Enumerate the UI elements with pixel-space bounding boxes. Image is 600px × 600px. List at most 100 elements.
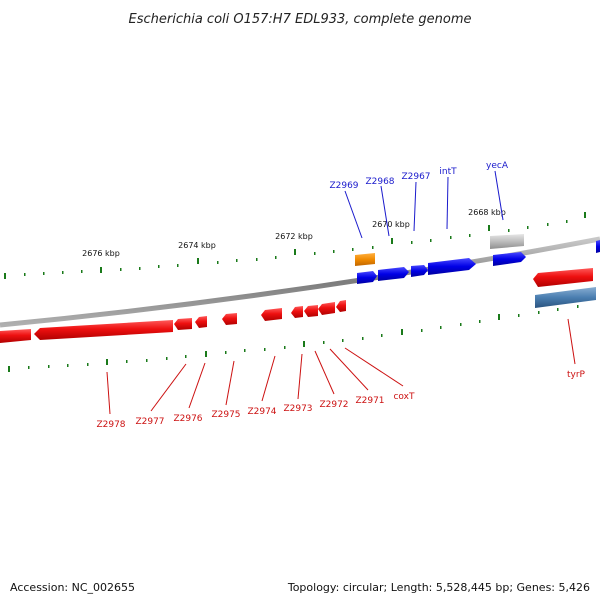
tick xyxy=(62,271,64,274)
tick xyxy=(205,351,207,357)
tick xyxy=(48,365,50,368)
tick xyxy=(100,267,102,273)
scale-label: 2676 kbp xyxy=(82,249,120,258)
tick xyxy=(126,360,128,363)
tick xyxy=(421,329,423,332)
gene-label-z2967: Z2967 xyxy=(401,172,430,182)
tick xyxy=(236,259,238,262)
gene-label-yeca: yecA xyxy=(486,161,509,171)
gene-steel xyxy=(535,287,596,308)
tick xyxy=(4,273,6,279)
tick xyxy=(333,250,335,253)
gene-orange xyxy=(355,253,375,266)
tick xyxy=(87,363,89,366)
tick xyxy=(256,258,258,261)
gene-label-z2968: Z2968 xyxy=(365,177,394,187)
tick xyxy=(479,320,481,323)
map-title: Escherichia coli O157:H7 EDL933, complet… xyxy=(129,12,472,27)
tick xyxy=(498,314,500,320)
gene-label-z2976: Z2976 xyxy=(173,414,202,424)
tick xyxy=(67,364,69,367)
tick xyxy=(584,212,586,218)
tick xyxy=(244,349,246,352)
gene-label-z2971: Z2971 xyxy=(355,396,384,406)
tick xyxy=(488,225,490,231)
scale-label: 2674 kbp xyxy=(178,241,216,250)
gene-z2974 xyxy=(261,308,282,321)
tick xyxy=(120,268,122,271)
tick xyxy=(381,334,383,337)
gene-edge xyxy=(596,240,600,253)
tick xyxy=(323,341,325,344)
gene-z2967 xyxy=(411,265,428,277)
gene-label-z2969: Z2969 xyxy=(329,181,358,191)
scale-label: 2672 kbp xyxy=(275,232,313,241)
gene-z2975 xyxy=(222,313,237,325)
tick xyxy=(352,248,354,251)
reverse-label-leaders xyxy=(106,318,576,415)
forward-gene-track xyxy=(355,234,600,284)
gene-label-z2974: Z2974 xyxy=(247,407,276,417)
scale-label: 2668 kbp xyxy=(468,208,506,217)
tick xyxy=(314,252,316,255)
gene-label-coxt: coxT xyxy=(393,392,415,402)
tick xyxy=(177,264,179,267)
tick xyxy=(225,351,227,354)
tick xyxy=(24,273,26,276)
tick xyxy=(185,355,187,358)
tick xyxy=(577,305,579,308)
tick xyxy=(440,326,442,329)
scale-label: 2670 kbp xyxy=(372,220,410,229)
tick xyxy=(547,223,549,226)
tick xyxy=(372,246,374,249)
gene-z2978 xyxy=(34,320,173,340)
tick xyxy=(538,311,540,314)
gene-z2972 xyxy=(304,305,318,317)
tick xyxy=(303,341,305,347)
tick xyxy=(264,348,266,351)
gene-edge-left xyxy=(0,329,31,343)
tick xyxy=(28,366,30,369)
gene-z2971 xyxy=(318,302,335,315)
gene-label-z2973: Z2973 xyxy=(283,404,312,414)
tick xyxy=(342,339,344,342)
tick xyxy=(197,258,199,264)
gene-yeca xyxy=(493,252,526,266)
tick xyxy=(81,270,83,273)
accession-text: Accession: NC_002655 xyxy=(10,581,136,594)
gene-tyrp xyxy=(533,268,593,287)
gene-z2973 xyxy=(291,306,303,318)
gene-z2969 xyxy=(357,271,377,284)
tick xyxy=(460,323,462,326)
gene-z2977 xyxy=(174,318,192,330)
inner-tick-ring xyxy=(8,305,579,372)
tick xyxy=(401,329,403,335)
gene-label-z2978: Z2978 xyxy=(96,420,125,430)
gene-label-intt: intT xyxy=(439,167,457,177)
gene-label-tyrp: tyrP xyxy=(567,370,586,380)
forward-label-leaders xyxy=(344,170,504,239)
gene-z2976 xyxy=(195,316,207,328)
tick xyxy=(430,239,432,242)
tick xyxy=(450,236,452,239)
tick xyxy=(557,308,559,311)
tick xyxy=(508,229,510,232)
tick xyxy=(391,238,393,244)
gene-coxt xyxy=(336,300,346,312)
tick xyxy=(527,226,529,229)
tick xyxy=(566,220,568,223)
gene-label-z2972: Z2972 xyxy=(319,400,348,410)
gene-gray xyxy=(490,234,524,249)
tick xyxy=(275,256,277,259)
tick xyxy=(217,261,219,264)
genome-summary-text: Topology: circular; Length: 5,528,445 bp… xyxy=(287,581,590,594)
outer-tick-ring xyxy=(4,212,586,279)
tick xyxy=(362,337,364,340)
gene-z2968 xyxy=(378,267,409,281)
tick xyxy=(469,234,471,237)
tick xyxy=(411,241,413,244)
tick xyxy=(294,249,296,255)
tick xyxy=(158,265,160,268)
tick xyxy=(518,314,520,317)
